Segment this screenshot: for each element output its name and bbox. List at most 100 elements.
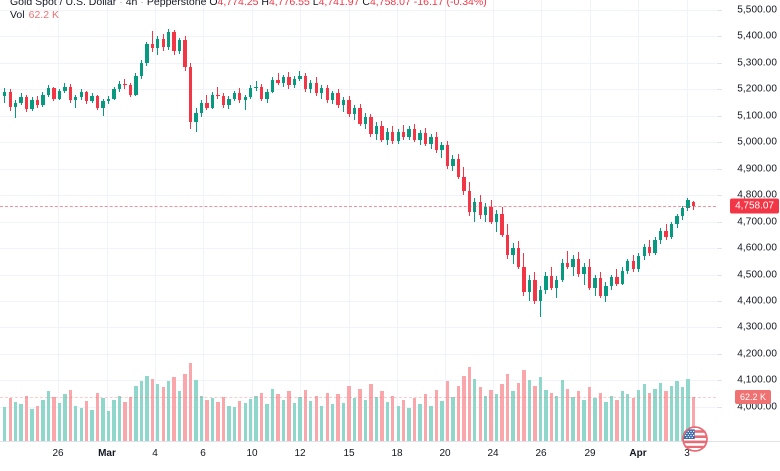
price-axis-tick [717,380,722,382]
candle-body [74,97,78,100]
volume-bar [123,402,127,441]
volume-bar [615,399,619,441]
volume-bar [112,399,116,441]
volume-bar [505,373,510,441]
candle-body [664,230,668,238]
price-axis-tick [717,353,722,355]
candle-body [46,88,51,95]
volume-bar [669,385,674,441]
candle-wick [255,81,257,91]
gridline-horizontal [0,115,716,117]
candle-body [287,77,291,86]
candle-body [647,246,652,254]
candle-body [227,98,231,106]
volume-bar [167,381,171,441]
volume-bar [341,402,346,441]
candle-wick [15,99,17,119]
volume-bar [587,387,592,441]
price-axis-tick [717,327,722,329]
gridline-horizontal [0,142,716,144]
volume-bar [19,404,23,441]
volume-bar [467,366,471,441]
gridline-vertical [155,0,156,441]
candle-body [642,246,646,256]
volume-bar [680,387,685,441]
candle-body [462,176,466,192]
volume-bar [555,395,559,441]
volume-bar [134,385,138,441]
candle-body [544,275,548,291]
candle-wick [151,31,153,53]
current-volume-badge[interactable]: 62.2 K [734,389,771,404]
volume-bar [396,405,400,441]
legend-volume-row[interactable]: Vol 62.2 K [10,9,59,21]
candle-body [593,278,597,288]
gridline-vertical [445,0,446,441]
candle-body [183,40,187,67]
volume-bar [549,392,553,441]
candle-body [265,91,269,99]
legend-symbol-row[interactable]: Gold Spot / U.S. Dollar · 4h · Pepperstone O… [10,0,487,8]
time-axis-label: 3 [684,448,690,459]
candle-body [150,44,154,49]
candle-body [391,131,395,141]
volume-bar [303,389,308,441]
candle-body [19,97,23,103]
volume-bar [90,409,94,441]
legend-interval[interactable]: 4h [125,0,138,8]
candle-body [396,131,400,141]
volume-bar [35,405,40,441]
time-axis-label: 26 [535,448,547,459]
candle-body [440,144,444,151]
time-scale[interactable]: 26 Mar 4 6 10 12 15 18 20 24 26 29 Apr 3 [0,441,780,471]
volume-bar [429,405,433,441]
volume-bar [238,400,242,441]
volume-bar [538,377,543,441]
volume-bar [232,406,236,441]
candle-body [533,279,537,301]
volume-bar [172,377,176,441]
candle-body [451,159,455,167]
price-chart-pane[interactable] [0,0,716,441]
candle-wick [441,142,443,159]
volume-bar [374,397,379,441]
gridline-vertical [107,0,108,441]
candle-body [85,91,89,102]
volume-bar [451,397,455,441]
volume-bar [533,385,537,441]
candle-body [494,213,499,222]
candle-body [41,94,45,106]
candle-body [680,208,685,217]
volume-bar [358,388,362,441]
legend-symbol[interactable]: Gold Spot / U.S. Dollar [10,0,117,8]
volume-bar [205,399,209,441]
gridline-horizontal [0,380,716,382]
volume-bar [544,389,548,441]
volume-bar [352,398,357,441]
candle-body [560,262,564,280]
candle-body [358,107,362,124]
legend-volume-value: 62.2 K [28,9,59,21]
volume-bar [150,378,154,441]
volume-bar [489,389,493,441]
gridline-horizontal [0,353,716,355]
legend-separator-2: · [140,0,144,8]
current-price-badge[interactable]: 4,758.07 [730,198,779,214]
candle-body [341,99,346,106]
volume-bar [380,391,384,441]
candle-body [276,80,280,83]
candle-body [8,91,12,107]
volume-bar [620,391,625,441]
volume-bar [582,399,586,441]
candle-body [478,201,482,215]
volume-bar [41,399,45,441]
gridline-horizontal [0,274,716,276]
price-scale[interactable]: 5,500.00 5,400.00 5,300.00 5,200.00 5,100.00… [716,0,780,441]
time-axis-label: 20 [439,448,451,459]
price-axis-tick [717,62,722,64]
candle-body [177,40,182,51]
candle-body [161,39,165,48]
candle-body [106,98,111,102]
candle-body [123,84,127,86]
volume-bar [210,398,215,441]
